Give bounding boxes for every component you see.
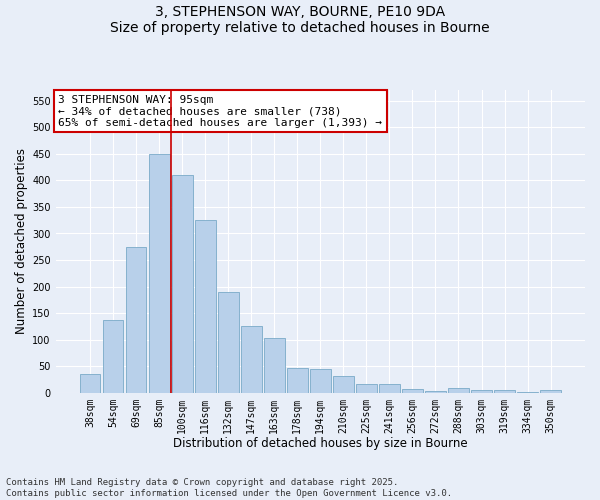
Bar [80, 374, 100, 392]
Bar [264, 338, 284, 392]
Bar [218, 292, 239, 392]
Bar [356, 384, 377, 392]
Bar [310, 369, 331, 392]
Bar [287, 368, 308, 392]
Bar [425, 390, 446, 392]
Bar [103, 320, 124, 392]
Bar [494, 390, 515, 392]
Bar [172, 175, 193, 392]
Bar [379, 384, 400, 392]
Text: 3, STEPHENSON WAY, BOURNE, PE10 9DA
Size of property relative to detached houses: 3, STEPHENSON WAY, BOURNE, PE10 9DA Size… [110, 5, 490, 35]
Y-axis label: Number of detached properties: Number of detached properties [15, 148, 28, 334]
X-axis label: Distribution of detached houses by size in Bourne: Distribution of detached houses by size … [173, 437, 467, 450]
Bar [448, 388, 469, 392]
Bar [333, 376, 354, 392]
Bar [149, 154, 170, 392]
Bar [471, 390, 492, 392]
Bar [540, 390, 561, 392]
Bar [195, 220, 215, 392]
Text: 3 STEPHENSON WAY: 95sqm
← 34% of detached houses are smaller (738)
65% of semi-d: 3 STEPHENSON WAY: 95sqm ← 34% of detache… [58, 94, 382, 128]
Bar [241, 326, 262, 392]
Bar [402, 389, 423, 392]
Bar [126, 247, 146, 392]
Text: Contains HM Land Registry data © Crown copyright and database right 2025.
Contai: Contains HM Land Registry data © Crown c… [6, 478, 452, 498]
